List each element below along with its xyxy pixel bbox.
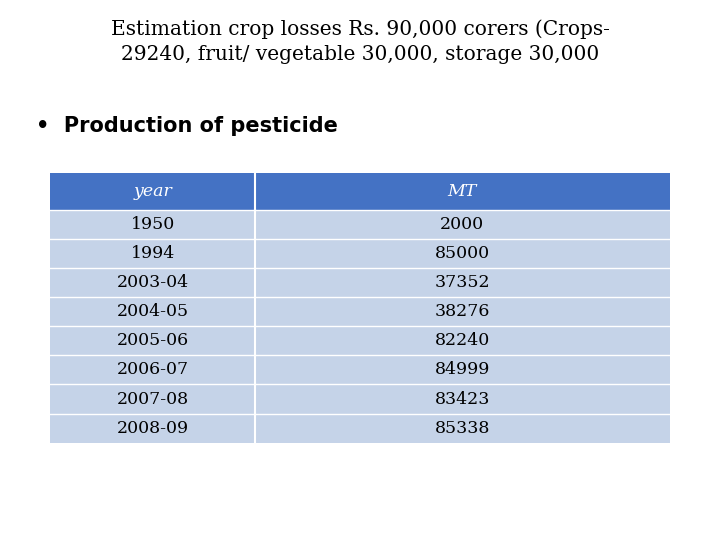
Text: 83423: 83423 — [434, 390, 490, 408]
FancyBboxPatch shape — [50, 297, 670, 326]
Text: 2006-07: 2006-07 — [117, 361, 189, 379]
Text: 1950: 1950 — [130, 215, 175, 233]
Text: 2005-06: 2005-06 — [117, 332, 189, 349]
Text: 2004-05: 2004-05 — [117, 303, 189, 320]
Text: •  Production of pesticide: • Production of pesticide — [36, 116, 338, 136]
FancyBboxPatch shape — [50, 268, 670, 297]
Text: year: year — [133, 183, 172, 200]
Text: 2003-04: 2003-04 — [117, 274, 189, 291]
FancyBboxPatch shape — [50, 173, 670, 210]
Text: 85338: 85338 — [434, 420, 490, 437]
Text: Estimation crop losses Rs. 90,000 corers (Crops-
29240, fruit/ vegetable 30,000,: Estimation crop losses Rs. 90,000 corers… — [111, 19, 609, 64]
Text: 2007-08: 2007-08 — [117, 390, 189, 408]
FancyBboxPatch shape — [50, 239, 670, 268]
Text: 84999: 84999 — [434, 361, 490, 379]
FancyBboxPatch shape — [50, 355, 670, 384]
Text: 37352: 37352 — [434, 274, 490, 291]
Text: 2000: 2000 — [440, 215, 485, 233]
Text: 38276: 38276 — [434, 303, 490, 320]
FancyBboxPatch shape — [50, 384, 670, 414]
Text: 1994: 1994 — [130, 245, 175, 262]
Text: 82240: 82240 — [435, 332, 490, 349]
FancyBboxPatch shape — [50, 414, 670, 443]
Text: 85000: 85000 — [435, 245, 490, 262]
FancyBboxPatch shape — [50, 210, 670, 239]
FancyBboxPatch shape — [50, 326, 670, 355]
Text: 2008-09: 2008-09 — [117, 420, 189, 437]
Text: MT: MT — [448, 183, 477, 200]
